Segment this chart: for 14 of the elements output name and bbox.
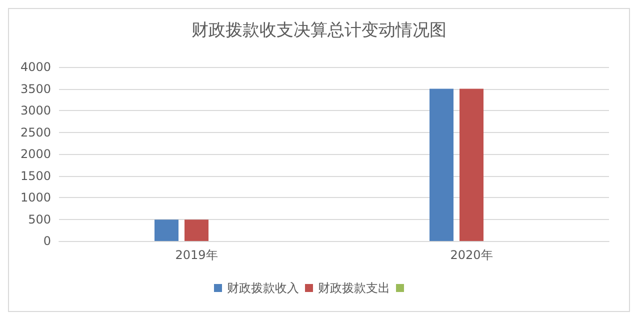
y-tick-label: 3500	[20, 82, 51, 96]
y-tick-label: 0	[43, 234, 51, 248]
y-tick-label: 500	[28, 212, 51, 226]
y-tick-label: 3000	[20, 104, 51, 118]
legend-label: 财政拨款收入	[227, 281, 299, 295]
y-tick-label: 4000	[20, 60, 51, 74]
y-tick-label: 1500	[20, 168, 51, 183]
chart-title: 财政拨款收支决算总计变动情况图	[192, 20, 446, 40]
y-tick-label: 2000	[20, 147, 51, 161]
legend-label: 财政拨款支出	[318, 281, 390, 295]
x-tick-label: 2020年	[450, 248, 493, 262]
y-tick-label: 2500	[20, 125, 51, 140]
y-tick-label: 1000	[20, 190, 51, 204]
x-tick-label: 2019年	[175, 248, 218, 262]
